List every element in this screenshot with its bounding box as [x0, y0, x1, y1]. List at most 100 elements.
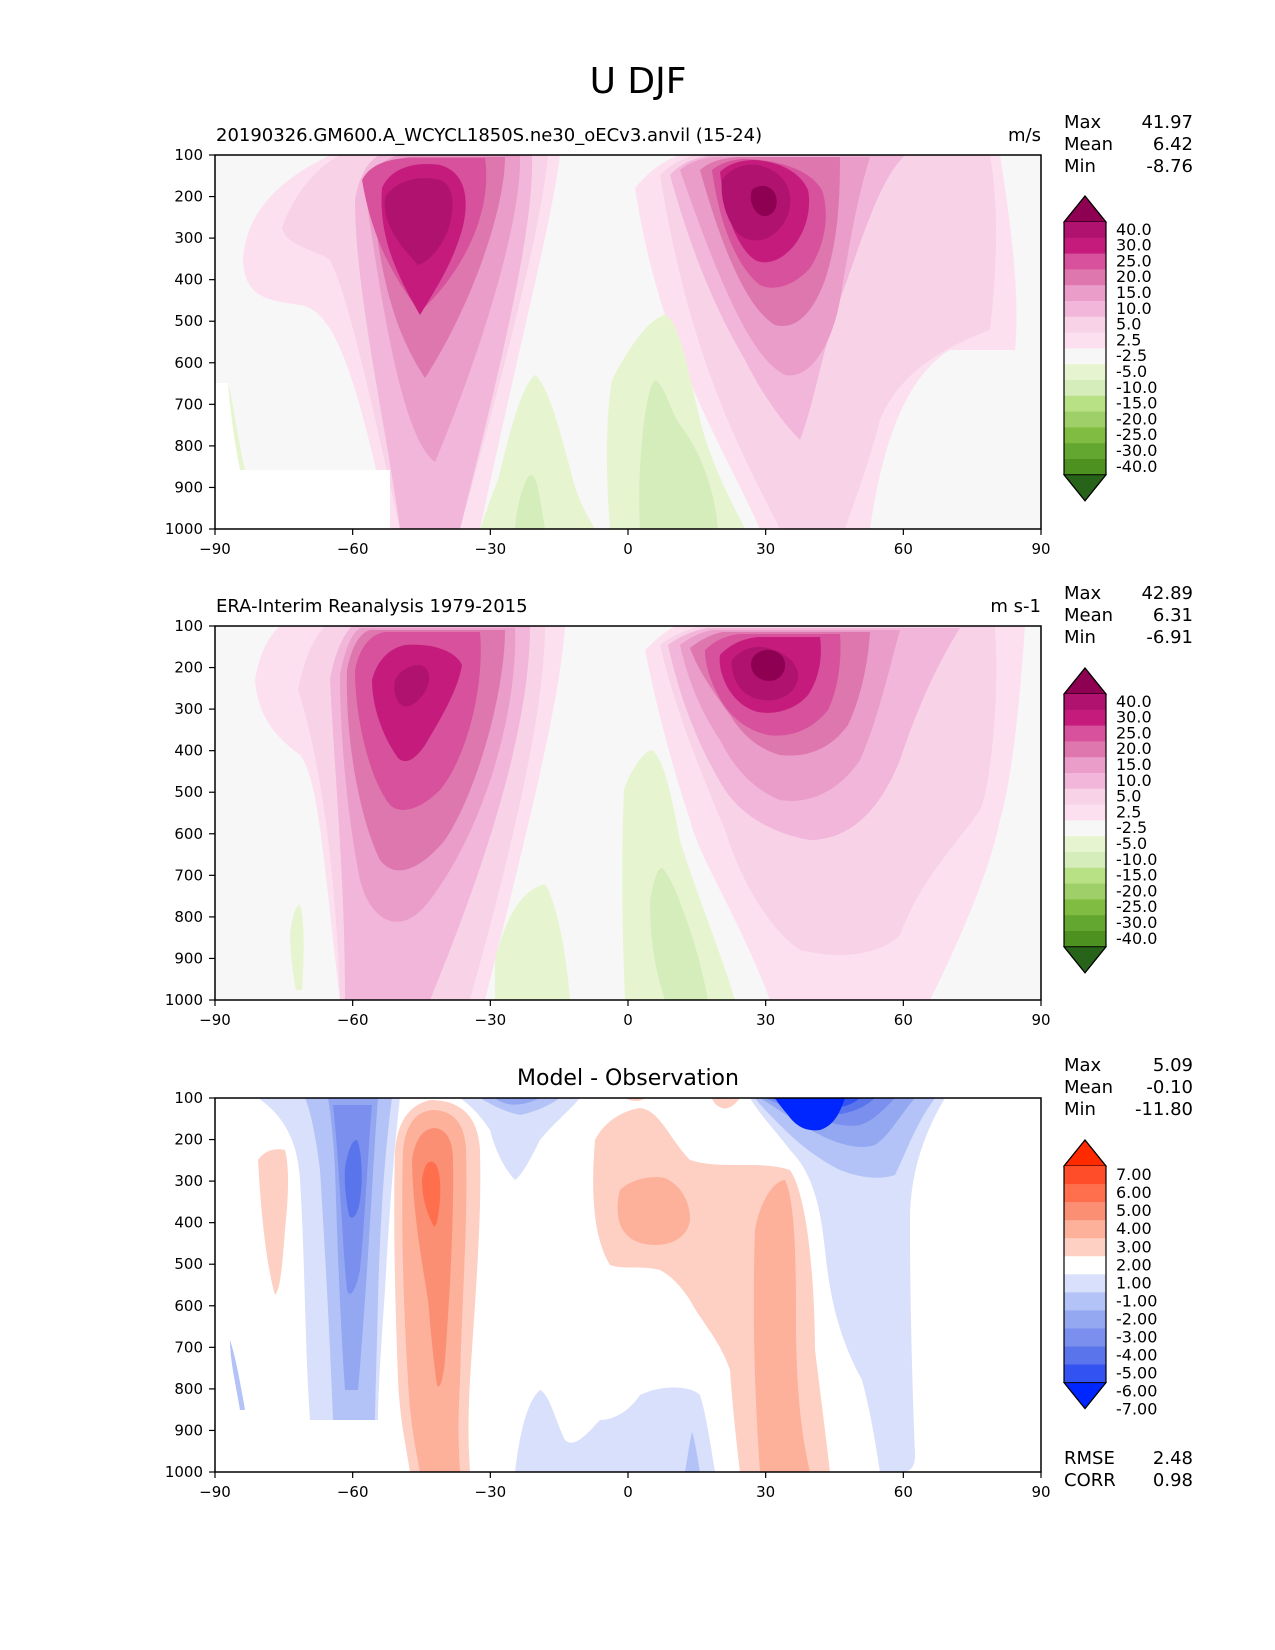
panel-difference-sh-neg-upper [460, 1098, 580, 1180]
colorbar-segment [1064, 427, 1106, 444]
stat-label: Max [1064, 112, 1102, 133]
colorbar-level-label: -20.0 [1116, 881, 1157, 900]
panel-difference-stats: Max 5.09 Mean -0.10 Min -11.80 RMSE 2.48 CORR 0.9… [1064, 1055, 1193, 1491]
colorbar-level-label: -25.0 [1116, 425, 1157, 444]
colorbar-segment [1064, 1220, 1106, 1239]
panel-reference: ERA-Interim Reanalysis 1979-2015 m s-1 [165, 583, 1193, 1029]
x-tick-label: −60 [337, 1011, 369, 1029]
y-tick-label: 900 [174, 949, 203, 967]
y-tick-label: 700 [174, 1338, 203, 1356]
colorbar-segment [1064, 443, 1106, 460]
panel-difference-eq-pos-2 [617, 1177, 690, 1245]
y-tick-label: 500 [174, 1255, 203, 1273]
colorbar-level-label: -4.00 [1116, 1346, 1157, 1365]
colorbar-extend-top [1062, 195, 1108, 223]
panel-difference-top-pos [712, 1098, 740, 1109]
colorbar-segment [1064, 1166, 1106, 1185]
stat-label: Min [1064, 1099, 1096, 1120]
x-tick-label: 60 [894, 540, 913, 558]
y-tick-label: 400 [174, 742, 203, 760]
panel-difference-sh-pos-4 [422, 1161, 441, 1227]
stat-value: 2.48 [1153, 1448, 1193, 1469]
panel-difference-sh-neg-upper-3 [495, 1098, 540, 1105]
colorbar-level-label: -40.0 [1116, 457, 1157, 476]
colorbar-level-label: 2.5 [1116, 330, 1141, 349]
colorbar-level-label: -10.0 [1116, 850, 1157, 869]
stat-value: -11.80 [1135, 1099, 1193, 1120]
panel-reference-sh-jet-30 [372, 644, 462, 762]
panel-reference-subtropical-easterly-2_5 [495, 884, 570, 1000]
colorbar-level-label: 25.0 [1116, 251, 1152, 270]
colorbar-segment [1064, 741, 1106, 758]
x-tick-label: 60 [894, 1011, 913, 1029]
colorbar-segment [1064, 411, 1106, 428]
panel-reference-plot-area [215, 626, 1041, 1000]
colorbar-extend-bottom [1062, 1382, 1108, 1410]
colorbar-level-label: -15.0 [1116, 394, 1157, 413]
panel-reference-colorbar: 40.030.025.020.015.010.05.02.5-2.5-5.0-1… [1062, 667, 1157, 974]
colorbar-segment [1064, 804, 1106, 821]
y-tick-label: 600 [174, 825, 203, 843]
y-tick-label: 200 [174, 188, 203, 206]
stat-label: RMSE [1064, 1448, 1115, 1469]
colorbar-level-label: 25.0 [1116, 723, 1152, 742]
x-tick-label: −90 [199, 1011, 231, 1029]
colorbar-level-label: -30.0 [1116, 441, 1157, 460]
stat-label: Min [1064, 156, 1096, 177]
colorbar-segment [1064, 899, 1106, 916]
stat-label: Mean [1064, 1077, 1113, 1098]
figure-title: U DJF [590, 61, 687, 102]
colorbar-segment [1064, 1256, 1106, 1275]
colorbar-level-label: -2.00 [1116, 1309, 1157, 1328]
panel-difference-polar-neg [230, 1340, 245, 1410]
colorbar-level-label: -5.00 [1116, 1364, 1157, 1383]
colorbar-segment [1064, 253, 1106, 270]
colorbar-segment [1064, 1238, 1106, 1257]
colorbar-level-label: 40.0 [1116, 220, 1152, 239]
stat-label: CORR [1064, 1470, 1116, 1491]
stat-value: 5.09 [1153, 1055, 1193, 1076]
panel-reference-sh-jet-40 [394, 665, 430, 707]
colorbar-extend-bottom [1062, 474, 1108, 502]
x-tick-label: −60 [337, 540, 369, 558]
colorbar-level-label: -2.5 [1116, 346, 1147, 365]
x-tick-label: 60 [894, 1483, 913, 1501]
colorbar-outline [1063, 1139, 1107, 1410]
colorbar-segment [1064, 222, 1106, 239]
colorbar-level-label: 3.00 [1116, 1237, 1152, 1256]
colorbar-segment [1064, 301, 1106, 318]
colorbar-level-label: 30.0 [1116, 236, 1152, 255]
colorbar-segment [1064, 395, 1106, 413]
x-tick-label: 0 [623, 1011, 633, 1029]
colorbar-extend-bottom [1062, 946, 1108, 974]
colorbar-segment [1064, 1310, 1106, 1329]
colorbar-level-label: 20.0 [1116, 267, 1152, 286]
colorbar-segment [1064, 694, 1106, 711]
x-tick-label: 90 [1031, 1483, 1050, 1501]
panel-reference-nh-jet-core [751, 649, 786, 681]
x-tick-label: 30 [756, 1483, 775, 1501]
y-tick-label: 400 [174, 1214, 203, 1232]
colorbar-segment [1064, 820, 1106, 837]
panel-difference-sh-pos-3 [412, 1128, 454, 1387]
colorbar-segment [1064, 725, 1106, 742]
colorbar-level-label: -10.0 [1116, 378, 1157, 397]
x-tick-label: −30 [475, 1483, 507, 1501]
colorbar-level-label: 15.0 [1116, 283, 1152, 302]
y-tick-label: 800 [174, 1380, 203, 1398]
y-tick-label: 300 [174, 229, 203, 247]
colorbar-segment [1064, 757, 1106, 774]
colorbar-segment [1064, 867, 1106, 885]
panel-difference-title: Model - Observation [517, 1066, 739, 1091]
colorbar-level-label: -2.5 [1116, 818, 1147, 837]
panel-reference-antarctic-easterly [290, 905, 304, 990]
colorbar-level-label: 10.0 [1116, 771, 1152, 790]
colorbar-segment [1064, 1184, 1106, 1203]
colorbar-level-label: 10.0 [1116, 299, 1152, 318]
colorbar-level-label: -5.0 [1116, 834, 1147, 853]
x-tick-label: 90 [1031, 1011, 1050, 1029]
colorbar-level-label: 40.0 [1116, 692, 1152, 711]
y-tick-label: 100 [174, 1089, 203, 1107]
stat-value: 42.89 [1141, 583, 1193, 604]
panel-test-missing-lower-left [215, 383, 390, 529]
